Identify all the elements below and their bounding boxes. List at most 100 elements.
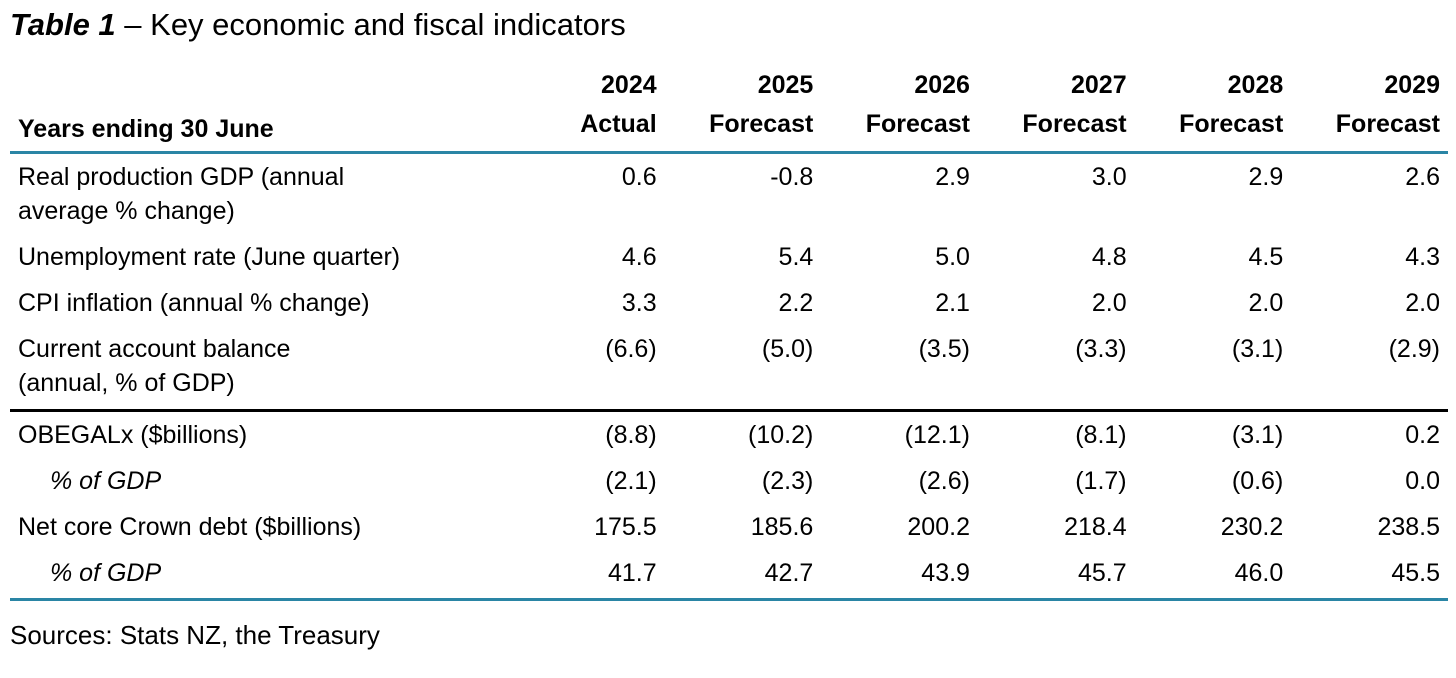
header-kind: Actual	[580, 110, 657, 138]
cell-value: (2.3)	[761, 467, 814, 495]
cell-value: -0.8	[770, 163, 814, 191]
cell-value: (3.5)	[821, 326, 978, 412]
header-col-2026: 2026 Forecast	[821, 66, 978, 154]
cell-value: 43.9	[821, 550, 978, 601]
row-label: Net core Crown debt ($billions)	[10, 504, 508, 550]
header-year: 2027	[1071, 71, 1127, 99]
table-row-current-account: Current account balance (annual, % of GD…	[10, 326, 1448, 412]
row-label: % of GDP	[10, 458, 508, 504]
row-label-line: Real production GDP (annual	[18, 163, 345, 191]
header-row: Years ending 30 June 2024 Actual 2025 Fo…	[10, 66, 1448, 154]
table-body: Real production GDP (annual average % ch…	[10, 153, 1448, 601]
header-stub: Years ending 30 June	[10, 66, 508, 154]
header-kind: Forecast	[1022, 110, 1127, 138]
cell-value: 2.2	[778, 289, 814, 317]
row-label-line: % of GDP	[50, 467, 162, 495]
header-kind: Forecast	[865, 110, 970, 138]
table-row-cpi: CPI inflation (annual % change) 3.3 2.2 …	[10, 280, 1448, 326]
cell-value: 46.0	[1134, 550, 1292, 601]
cell-value: 4.3	[1405, 243, 1440, 271]
row-label: Unemployment rate (June quarter)	[10, 234, 508, 280]
row-label: Real production GDP (annual average % ch…	[10, 153, 508, 235]
table-title-text: – Key economic and fiscal indicators	[115, 7, 626, 42]
cell-value: (0.6)	[1231, 467, 1284, 495]
header-kind: Forecast	[1335, 110, 1440, 138]
row-label-line: Unemployment rate (June quarter)	[18, 243, 401, 271]
header-col-2028: 2028 Forecast	[1134, 66, 1292, 154]
table-number-label: Table 1	[10, 7, 116, 42]
cell-value: 185.6	[750, 513, 814, 541]
cell-value: (5.0)	[664, 326, 822, 412]
cell-value: 218.4	[1064, 513, 1127, 541]
cell-value: 4.6	[621, 243, 657, 271]
cell-value: (1.7)	[1075, 467, 1127, 495]
header-col-2024: 2024 Actual	[508, 66, 665, 154]
key-indicators-table: Years ending 30 June 2024 Actual 2025 Fo…	[10, 66, 1448, 601]
row-label-line: Current account balance	[18, 335, 291, 363]
header-kind: Forecast	[1179, 110, 1284, 138]
cell-value: 45.7	[977, 550, 1135, 601]
cell-value: 2.9	[935, 163, 970, 191]
table-header: Years ending 30 June 2024 Actual 2025 Fo…	[10, 66, 1448, 154]
cell-value: 2.1	[935, 289, 970, 317]
document-page: Table 1 – Key economic and fiscal indica…	[10, 6, 1448, 650]
cell-value: 41.7	[508, 550, 665, 601]
header-year: 2025	[757, 71, 814, 99]
cell-value: (2.9)	[1291, 326, 1448, 412]
row-label-line: Net core Crown debt ($billions)	[18, 513, 362, 541]
cell-value: 2.6	[1405, 163, 1440, 191]
cell-value: (8.8)	[605, 421, 657, 449]
page-title: Table 1 – Key economic and fiscal indica…	[10, 6, 1446, 44]
cell-value: 2.0	[1091, 289, 1127, 317]
row-label-line: CPI inflation (annual % change)	[18, 289, 370, 317]
cell-value: 45.5	[1291, 550, 1448, 601]
header-kind: Forecast	[709, 110, 814, 138]
table-row-debt-pct-gdp: % of GDP 41.7 42.7 43.9 45.7 46.0 45.5	[10, 550, 1448, 601]
row-label-line: OBEGALx ($billions)	[18, 421, 248, 449]
cell-value: 2.9	[1248, 163, 1284, 191]
cell-value: 5.0	[935, 243, 970, 271]
header-col-2029: 2029 Forecast	[1291, 66, 1448, 154]
cell-value: (3.3)	[977, 326, 1135, 412]
header-year: 2028	[1227, 71, 1284, 99]
header-col-2027: 2027 Forecast	[977, 66, 1135, 154]
cell-value: 2.0	[1248, 289, 1284, 317]
cell-value: 2.0	[1405, 289, 1440, 317]
header-col-2025: 2025 Forecast	[664, 66, 822, 154]
row-label: Current account balance (annual, % of GD…	[10, 326, 508, 412]
cell-value: 0.0	[1405, 467, 1440, 495]
table-row-real-gdp: Real production GDP (annual average % ch…	[10, 153, 1448, 235]
cell-value: (10.2)	[748, 421, 814, 449]
table-row-obegalx-pct-gdp: % of GDP (2.1) (2.3) (2.6) (1.7) (0.6) 0…	[10, 458, 1448, 504]
row-label-line: average % change)	[18, 197, 235, 225]
cell-value: 0.6	[621, 163, 657, 191]
cell-value: (3.1)	[1231, 421, 1284, 449]
cell-value: (8.1)	[1075, 421, 1127, 449]
table-row-unemployment: Unemployment rate (June quarter) 4.6 5.4…	[10, 234, 1448, 280]
cell-value: (12.1)	[904, 421, 970, 449]
cell-value: 200.2	[907, 513, 970, 541]
cell-value: 5.4	[778, 243, 814, 271]
cell-value: 175.5	[594, 513, 657, 541]
source-note: Sources: Stats NZ, the Treasury	[10, 620, 380, 650]
cell-value: 230.2	[1220, 513, 1284, 541]
row-label: % of GDP	[10, 550, 508, 601]
cell-value: 3.0	[1091, 163, 1127, 191]
row-label-line: (annual, % of GDP)	[18, 369, 235, 397]
header-year: 2029	[1384, 71, 1440, 99]
cell-value: 4.8	[1091, 243, 1127, 271]
cell-value: (2.1)	[605, 467, 657, 495]
cell-value: (2.6)	[918, 467, 970, 495]
row-label-line: % of GDP	[50, 559, 162, 587]
cell-value: 3.3	[621, 289, 657, 317]
cell-value: (6.6)	[508, 326, 665, 412]
row-label: OBEGALx ($billions)	[10, 411, 508, 459]
header-year: 2024	[601, 71, 657, 99]
row-label: CPI inflation (annual % change)	[10, 280, 508, 326]
table-row-net-core-crown-debt: Net core Crown debt ($billions) 175.5 18…	[10, 504, 1448, 550]
cell-value: 0.2	[1405, 421, 1440, 449]
cell-value: 4.5	[1248, 243, 1284, 271]
cell-value: (3.1)	[1134, 326, 1292, 412]
table-row-obegalx: OBEGALx ($billions) (8.8) (10.2) (12.1) …	[10, 411, 1448, 459]
header-year: 2026	[914, 71, 970, 99]
